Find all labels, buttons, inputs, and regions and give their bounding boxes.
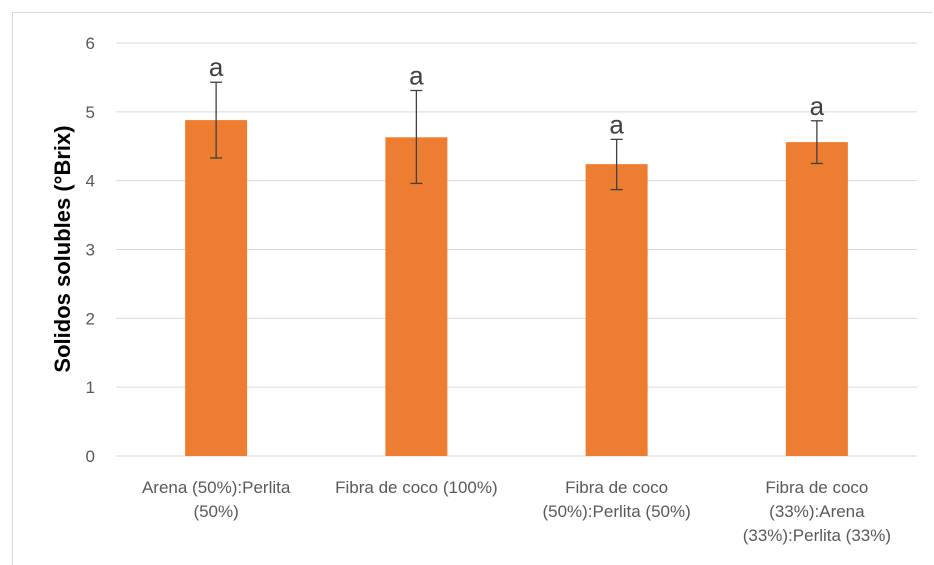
x-axis-categories: Arena (50%):Perlita (50%) Fibra de coco (1… [142,478,891,545]
x-category-label-line: Arena (50%):Perlita [142,478,291,497]
bar [385,137,448,456]
y-tick-label: 5 [86,103,95,122]
x-category-label: Fibra de coco (33%):Arena (33%):Perlita (3… [743,478,891,545]
y-tick-label: 4 [86,172,95,191]
significance-label: a [609,109,624,139]
bar [785,142,848,456]
bars: a a a a [185,52,848,457]
y-tick-label: 3 [86,241,95,260]
y-tick-label: 0 [86,447,95,466]
x-category-label-line: (50%):Perlita (50%) [542,502,690,521]
x-category-label-line: (33%):Perlita (33%) [743,526,891,545]
x-category-label-line: Fibra de coco [765,478,868,497]
bar [585,164,648,456]
x-category-label-line: (50%) [193,502,238,521]
x-category-label-line: (33%):Arena [769,502,865,521]
x-category-label: Fibra de coco (50%):Perlita (50%) [542,478,690,521]
x-category-label-line: Fibra de coco (100%) [335,478,498,497]
significance-label: a [409,60,424,90]
y-tick-label: 2 [86,309,95,328]
significance-label: a [209,52,224,82]
chart-frame [12,12,932,565]
x-category-label: Arena (50%):Perlita (50%) [142,478,291,521]
bar [185,120,248,457]
y-axis-title: Solidos solubles (°Brix) [50,125,75,372]
y-axis-ticks: 0 1 2 3 4 5 6 [86,34,95,466]
x-category-label-line: Fibra de coco [565,478,668,497]
y-tick-label: 1 [86,378,95,397]
x-category-label: Fibra de coco (100%) [335,478,498,497]
grid-lines [116,42,917,457]
significance-label: a [810,91,825,121]
y-tick-label: 6 [86,34,95,53]
